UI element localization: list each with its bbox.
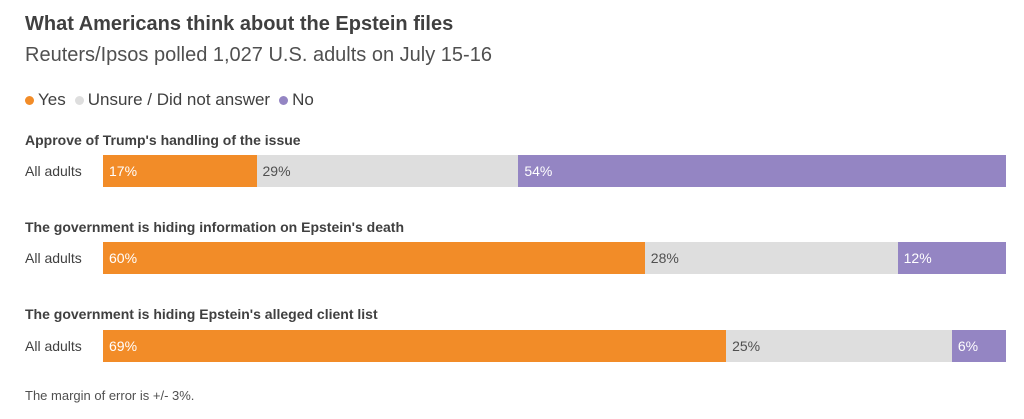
bar-segment-no: 54%: [518, 155, 1006, 187]
data-label-unsure: 29%: [262, 163, 291, 179]
question-title: Approve of Trump's handling of the issue: [25, 132, 301, 148]
row-label: All adults: [25, 163, 82, 179]
data-label-unsure: 28%: [650, 250, 679, 266]
bar-segment-no: 12%: [897, 242, 1006, 274]
stacked-bar: 60% 28% 12%: [103, 242, 1006, 274]
question-title: The government is hiding Epstein's alleg…: [25, 306, 378, 322]
data-label-yes: 69%: [109, 338, 138, 354]
bar-segment-unsure: 29%: [256, 155, 519, 187]
legend-item-unsure: Unsure / Did not answer: [74, 90, 271, 110]
bar-segment-unsure: 28%: [644, 242, 898, 274]
data-label-unsure: 25%: [732, 338, 761, 354]
data-label-no: 12%: [903, 250, 932, 266]
legend: Yes Unsure / Did not answer No: [25, 90, 323, 110]
legend-item-yes: Yes: [25, 90, 66, 110]
bar-segment-yes: 60%: [103, 242, 645, 274]
legend-label-yes: Yes: [38, 90, 66, 109]
data-label-yes: 60%: [109, 250, 138, 266]
legend-label-no: No: [292, 90, 314, 109]
stacked-bar: 69% 25% 6%: [103, 330, 1006, 362]
data-label-no: 6%: [957, 338, 979, 354]
row-label: All adults: [25, 250, 82, 266]
data-label-no: 54%: [524, 163, 553, 179]
chart-subtitle: Reuters/Ipsos polled 1,027 U.S. adults o…: [25, 44, 492, 66]
chart-title: What Americans think about the Epstein f…: [25, 13, 454, 35]
legend-item-no: No: [279, 90, 314, 110]
legend-swatch-yes: [25, 95, 34, 105]
footnote: The margin of error is +/- 3%.: [25, 388, 195, 403]
row-label: All adults: [25, 338, 82, 354]
bar-segment-unsure: 25%: [726, 330, 952, 362]
question-title: The government is hiding information on …: [25, 219, 405, 235]
bar-segment-yes: 17%: [103, 155, 257, 187]
legend-label-unsure: Unsure / Did not answer: [87, 90, 271, 109]
bar-segment-yes: 69%: [103, 330, 727, 362]
legend-swatch-no: [279, 95, 289, 105]
stacked-bar: 17% 29% 54%: [103, 155, 1006, 187]
data-label-yes: 17%: [109, 163, 138, 179]
legend-swatch-unsure: [74, 95, 84, 105]
bar-segment-no: 6%: [951, 330, 1006, 362]
